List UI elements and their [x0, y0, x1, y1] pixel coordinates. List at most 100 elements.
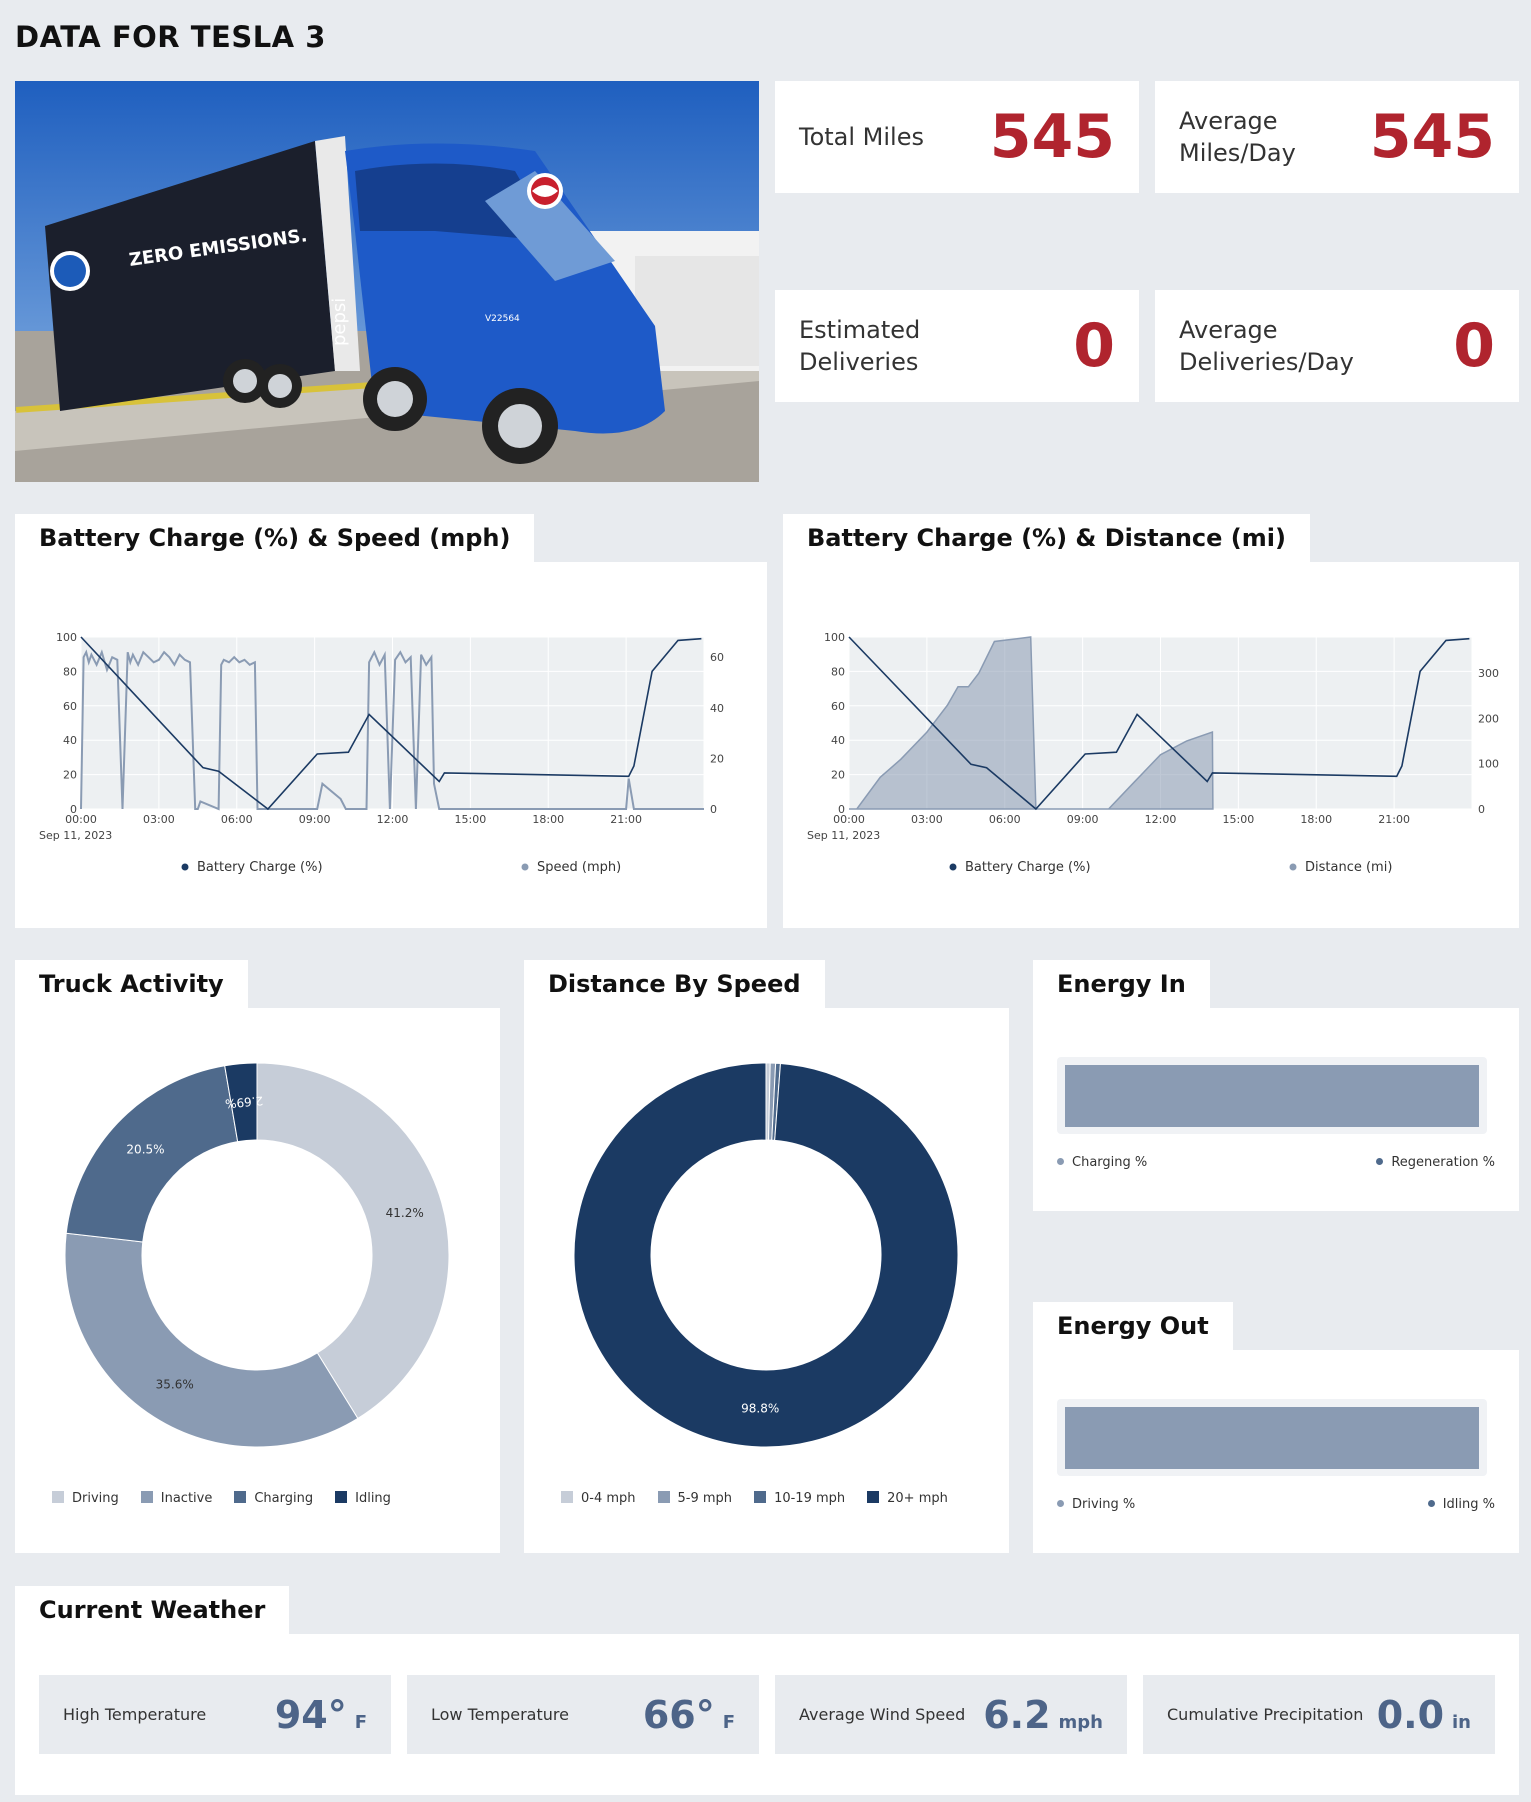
- y-tick-label: 20: [831, 769, 845, 782]
- battery-speed-chart: 0 20 40 60 80 100 0 20 40 60 00:00 03:00 06:00 09:00 1…: [39, 631, 724, 875]
- y-tick-label: 20: [63, 769, 77, 782]
- legend-label: Inactive: [160, 1491, 213, 1506]
- donut-slice-label: 20.5%: [126, 1143, 164, 1157]
- x-tick-label: 21:00: [610, 813, 642, 826]
- donut-slice-inactive: [64, 1232, 359, 1448]
- kpi-label-line2: Deliveries: [799, 348, 919, 376]
- y2-tick-label: 20: [710, 752, 724, 765]
- legend-swatch-icon: [234, 1491, 247, 1503]
- weather-title: Current Weather: [15, 1586, 290, 1634]
- weather-value: 94°: [274, 1692, 347, 1737]
- legend-label-secondary: Distance (mi): [1305, 860, 1392, 875]
- x-tick-label: 00:00: [833, 813, 865, 826]
- x-tick-label: 18:00: [532, 813, 564, 826]
- legend-label: Charging: [254, 1491, 314, 1506]
- brand-text: pepsi: [329, 298, 350, 346]
- legend-label: Idling %: [1442, 1497, 1495, 1512]
- x-tick-label: 21:00: [1378, 813, 1410, 826]
- series-battery-line: [848, 636, 1470, 811]
- donut-slice-driving: [256, 1062, 450, 1420]
- y-tick-label: 100: [824, 631, 845, 644]
- energy-out-title: Energy Out: [1033, 1302, 1233, 1350]
- legend-item: 20+ mph: [867, 1491, 948, 1506]
- kpi-estimated-deliveries: Estimated Deliveries 0: [775, 290, 1139, 402]
- y2-tick-label: 300: [1478, 667, 1499, 680]
- kpi-label: Average: [1179, 107, 1278, 135]
- energy-in-title: Energy In: [1033, 960, 1210, 1008]
- legend-swatch-icon: [140, 1491, 153, 1503]
- date-label: Sep 11, 2023: [39, 829, 112, 842]
- legend-label: 0-4 mph: [581, 1491, 636, 1506]
- weather-label: Low Temperature: [431, 1705, 569, 1724]
- weather-value: 66°: [642, 1692, 715, 1737]
- legend-swatch-icon: [657, 1491, 670, 1503]
- kpi-label: Average: [1179, 316, 1278, 344]
- unit-id-text: V22564: [485, 314, 520, 324]
- weather-label: Cumulative Precipitation: [1167, 1705, 1364, 1724]
- legend-swatch-icon: [867, 1491, 880, 1503]
- weather-label: High Temperature: [63, 1705, 207, 1724]
- legend-item: Driving: [52, 1491, 119, 1506]
- kpi-value: 545: [989, 102, 1115, 172]
- x-tick-label: 00:00: [65, 813, 97, 826]
- y2-tick-label: 40: [710, 702, 724, 715]
- x-tick-label: 06:00: [221, 813, 253, 826]
- kpi-value: 0: [1453, 311, 1495, 381]
- donut-slice-20-mph: [573, 1062, 959, 1448]
- y2-tick-label: 60: [710, 651, 724, 664]
- legend-swatch-icon: [335, 1491, 348, 1503]
- weather-unit: F: [722, 1711, 735, 1733]
- date-label: Sep 11, 2023: [807, 829, 880, 842]
- kpi-total-miles: Total Miles 545: [775, 81, 1139, 193]
- legend-swatch-icon: [52, 1491, 64, 1503]
- legend-label: Regeneration %: [1391, 1155, 1495, 1170]
- legend-dot-icon: [1057, 1500, 1064, 1507]
- y-tick-label: 40: [63, 734, 77, 747]
- x-tick-label: 18:00: [1300, 813, 1332, 826]
- x-tick-label: 09:00: [1067, 813, 1099, 826]
- legend-label: Idling: [355, 1491, 391, 1506]
- legend-label-battery: Battery Charge (%): [197, 860, 323, 875]
- legend-label: Driving: [72, 1491, 119, 1506]
- legend-item: 0-4 mph: [561, 1491, 636, 1506]
- donut-slice-label: 98.8%: [741, 1401, 779, 1415]
- x-tick-label: 09:00: [299, 813, 331, 826]
- kpi-label: Total Miles: [799, 123, 924, 151]
- y2-tick-label: 200: [1478, 712, 1499, 725]
- y-tick-label: 80: [831, 665, 845, 678]
- kpi-value: 0: [1073, 311, 1115, 381]
- legend-label-secondary: Speed (mph): [537, 860, 621, 875]
- weather-unit: in: [1452, 1711, 1471, 1733]
- kpi-average-deliveries-per-day: Average Deliveries/Day 0: [1155, 290, 1519, 402]
- energy-out-legend-idling: Idling %: [1427, 1497, 1495, 1512]
- chart-distance-title: Battery Charge (%) & Distance (mi): [783, 514, 1310, 562]
- energy-out-legend-driving: Driving %: [1057, 1497, 1135, 1512]
- battery-distance-chart: 0 20 40 60 80 100 0 100 200 300 00:00 03:00 06:00 09:…: [807, 631, 1499, 875]
- weather-value: 6.2: [983, 1692, 1051, 1737]
- weather-cumulative-precipitation: Cumulative Precipitation 0.0 in: [1143, 1675, 1495, 1754]
- truck-photo: ZERO EMISSIONS. pepsi V22564: [15, 81, 759, 482]
- y-tick-label: 60: [831, 700, 845, 713]
- kpi-label-line2: Deliveries/Day: [1179, 348, 1354, 376]
- y-tick-label: 0: [838, 803, 845, 816]
- legend-dot-icon: [1376, 1158, 1384, 1165]
- legend-label-battery: Battery Charge (%): [965, 860, 1091, 875]
- legend-swatch-icon: [561, 1491, 573, 1503]
- y-tick-label: 80: [63, 665, 77, 678]
- legend-label: Charging %: [1072, 1155, 1148, 1170]
- series-speed-line: [80, 649, 704, 811]
- x-tick-label: 06:00: [989, 813, 1021, 826]
- kpi-label-line2: Miles/Day: [1179, 139, 1296, 167]
- legend-item: 5-9 mph: [657, 1491, 732, 1506]
- weather-unit: F: [354, 1711, 367, 1733]
- legend-label: 10-19 mph: [774, 1491, 846, 1506]
- weather-low-temperature: Low Temperature 66° F: [407, 1675, 759, 1754]
- donut-slice-label: 35.6%: [156, 1378, 194, 1392]
- weather-unit: mph: [1058, 1711, 1103, 1733]
- kpi-label: Estimated: [799, 316, 921, 344]
- x-tick-label: 15:00: [455, 813, 487, 826]
- y-tick-label: 0: [70, 803, 77, 816]
- legend-item: Idling: [335, 1491, 391, 1506]
- weather-label: Average Wind Speed: [799, 1705, 966, 1724]
- x-tick-label: 15:00: [1223, 813, 1255, 826]
